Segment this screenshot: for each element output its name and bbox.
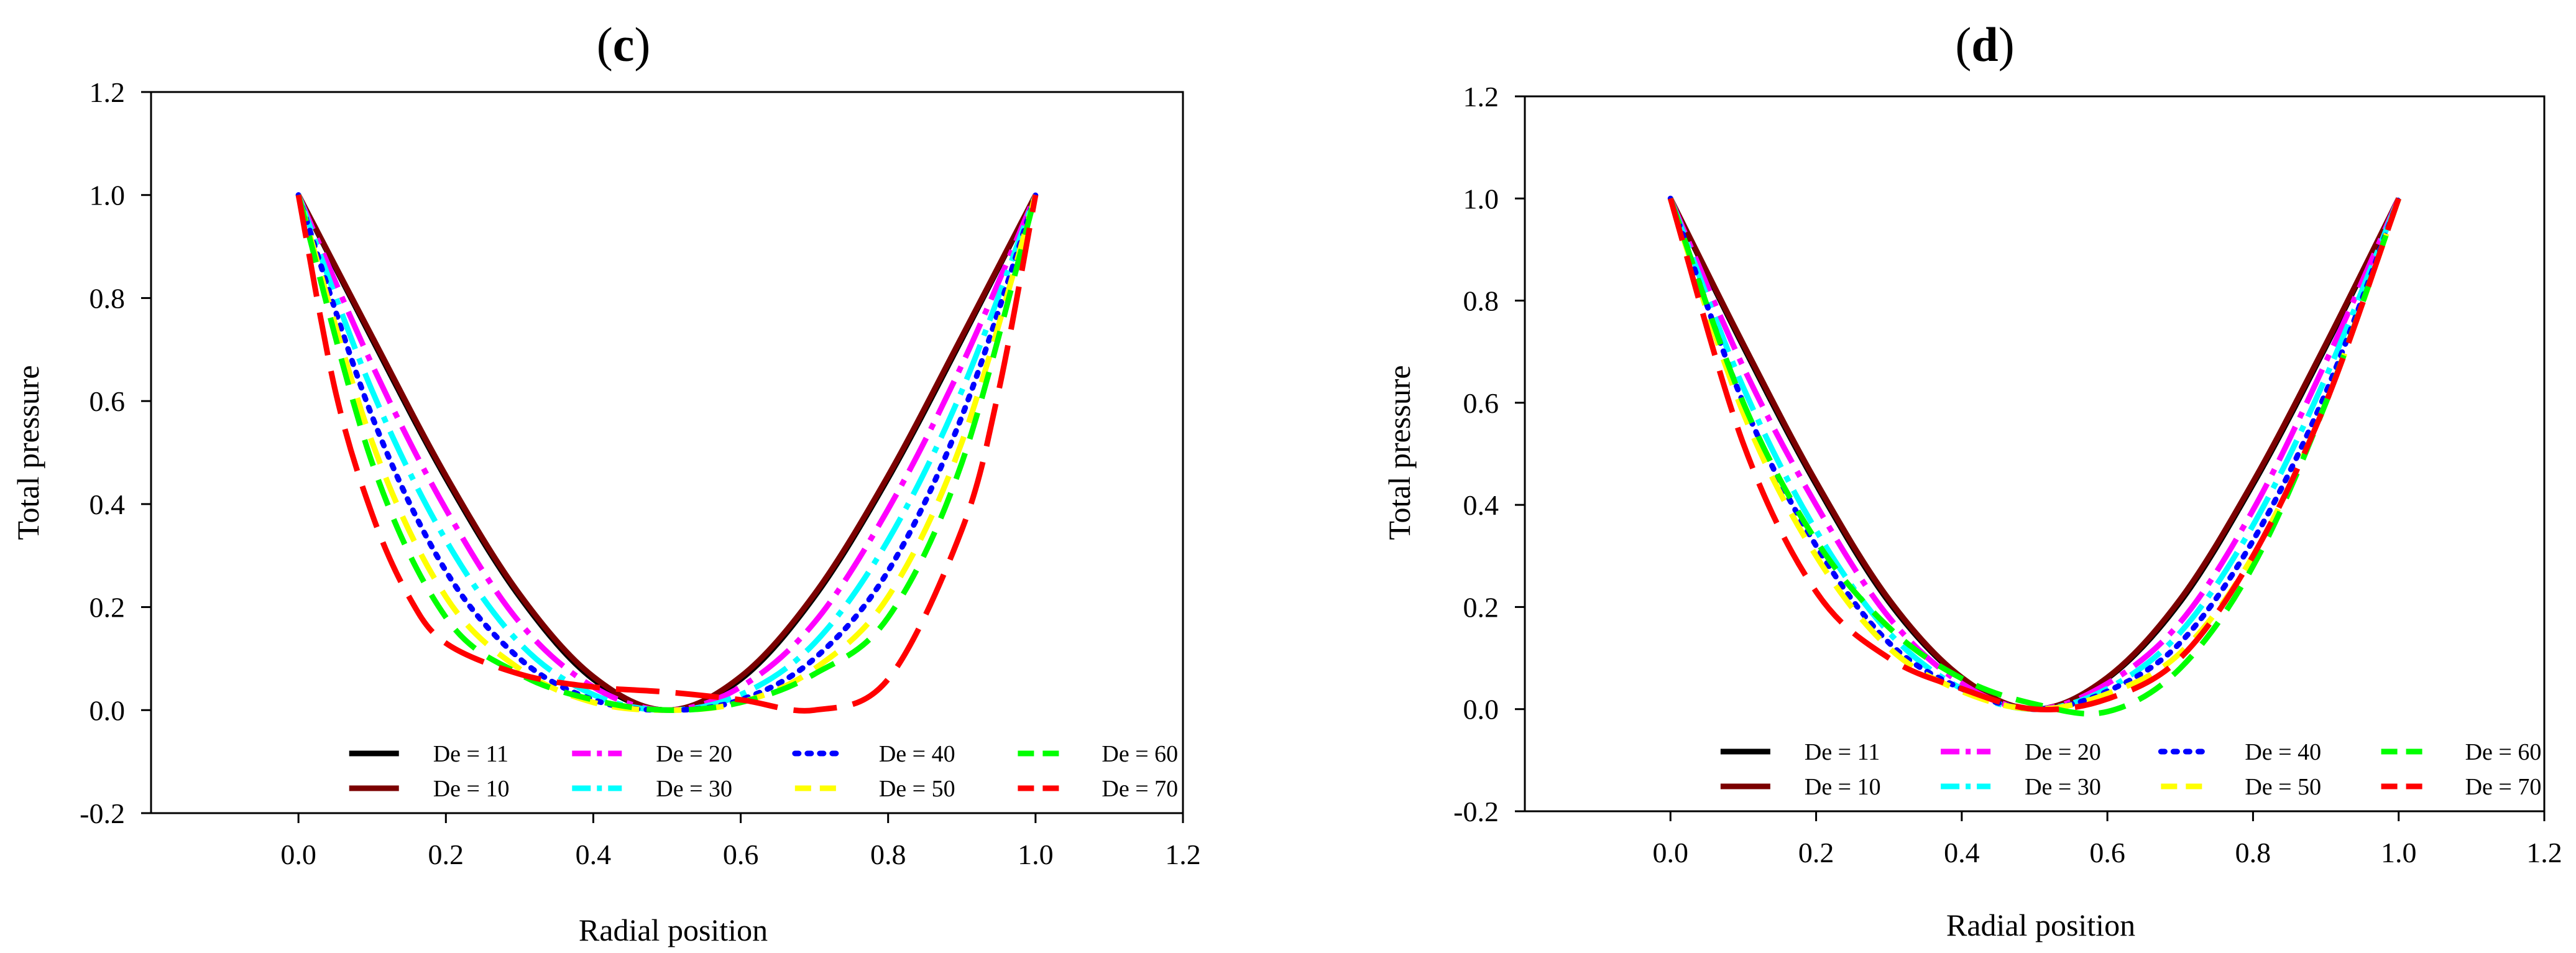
- legend: De = 11 De = 10 De = 20 De = 30 De = 40 De = …: [1720, 739, 2542, 800]
- y-tick-label: 1.0: [1463, 183, 1499, 214]
- y-tick-label: 0.2: [90, 592, 126, 624]
- legend-label: De = 60: [1102, 741, 1178, 767]
- panel-title-letter: c: [613, 17, 635, 71]
- panel-title-letter: d: [1971, 17, 1998, 71]
- legend-label: De = 30: [656, 776, 732, 802]
- y-tick-label: 0.6: [1463, 387, 1499, 419]
- y-tick-label: 1.0: [90, 180, 126, 211]
- x-tick-label: 1.2: [1165, 839, 1201, 870]
- x-tick-label: 0.2: [428, 839, 464, 870]
- x-axis-label: Radial position: [579, 913, 768, 947]
- x-tick-label: 0.6: [2089, 837, 2125, 868]
- panel-title: (d): [1955, 17, 2014, 71]
- y-tick-label: 0.4: [1463, 489, 1499, 521]
- series-layer: [295, 192, 1039, 714]
- y-tick-label: -0.2: [80, 798, 125, 829]
- y-tick-label: 0.0: [1463, 694, 1499, 725]
- y-tick-label: -0.2: [1453, 796, 1499, 827]
- chart-panel-c: (c) 0.0 0.2 0.4 0.6 0.8 1.0 1.2 -0.20.00.20.40…: [11, 17, 1201, 947]
- x-tick-label: 0.6: [723, 839, 759, 870]
- legend-label: De = 70: [1102, 776, 1178, 802]
- legend-label: De = 10: [433, 776, 510, 802]
- plot-area: [1524, 95, 2546, 813]
- series-layer: [1667, 195, 2402, 717]
- legend-label: De = 11: [1805, 739, 1880, 765]
- x-tick-label: 0.8: [2235, 837, 2271, 868]
- y-axis-label: Total pressure: [11, 365, 45, 540]
- legend-label: De = 30: [2025, 774, 2101, 800]
- panel-title: (c): [597, 17, 651, 71]
- legend-label: De = 11: [433, 741, 508, 767]
- y-tick-label: 1.2: [1463, 81, 1499, 113]
- x-tick-label: 0.4: [1944, 837, 1980, 868]
- y-tick-label: 0.0: [90, 694, 126, 726]
- y-tick-labels: -0.2 0.0 0.2 0.4 0.6 0.8 1.0 1.2: [1453, 81, 1499, 827]
- legend-label: De = 70: [2465, 774, 2542, 800]
- x-tick-label: 0.8: [870, 839, 906, 870]
- y-tick-label: 0.6: [90, 385, 126, 417]
- y-tick-label: 0.8: [1463, 285, 1499, 317]
- x-tick-label: 0.0: [1653, 837, 1689, 868]
- axis-ticks: [1515, 95, 2546, 821]
- x-tick-label: 1.0: [2381, 837, 2417, 868]
- y-tick-labels: -0.2 0.0 0.2 0.4 0.6 0.8 1.0 1.2: [80, 76, 125, 829]
- series-line: [1668, 197, 2401, 717]
- legend-label: De = 50: [879, 776, 955, 802]
- x-tick-label: 1.0: [1018, 839, 1054, 870]
- x-tick-label: 0.2: [1798, 837, 1834, 868]
- x-tick-labels: 0.0 0.2 0.4 0.6 0.8 1.0 1.2: [280, 839, 1200, 870]
- x-tick-labels: 0.0 0.2 0.4 0.6 0.8 1.0 1.2: [1653, 837, 2562, 868]
- series-line: [295, 194, 1039, 713]
- legend-label: De = 20: [656, 741, 732, 767]
- x-tick-label: 1.2: [2526, 837, 2562, 868]
- y-tick-label: 0.2: [1463, 591, 1499, 623]
- x-tick-label: 0.4: [576, 839, 612, 870]
- axis-ticks: [141, 91, 1184, 823]
- legend-label: De = 60: [2465, 739, 2542, 765]
- y-tick-label: 1.2: [90, 76, 126, 108]
- y-tick-label: 0.4: [90, 489, 126, 520]
- chart-panel-d: (d) 0.0 0.2 0.4 0.6 0.8 1.0 1.2 -0.20.00.20.40…: [1382, 17, 2562, 942]
- legend-label: De = 50: [2245, 774, 2321, 800]
- y-tick-label: 0.8: [90, 282, 126, 314]
- x-axis-label: Radial position: [1946, 908, 2135, 942]
- series-line: [1667, 197, 2401, 712]
- legend: De = 11 De = 10 De = 20 De = 30 De = 40 De = …: [349, 741, 1178, 802]
- legend-label: De = 40: [2245, 739, 2321, 765]
- y-axis-label: Total pressure: [1382, 365, 1417, 540]
- legend-label: De = 40: [879, 741, 955, 767]
- legend-label: De = 10: [1805, 774, 1881, 800]
- x-tick-label: 0.0: [280, 839, 316, 870]
- legend-label: De = 20: [2025, 739, 2101, 765]
- series-line: [295, 194, 1039, 714]
- plot-area: [150, 91, 1184, 814]
